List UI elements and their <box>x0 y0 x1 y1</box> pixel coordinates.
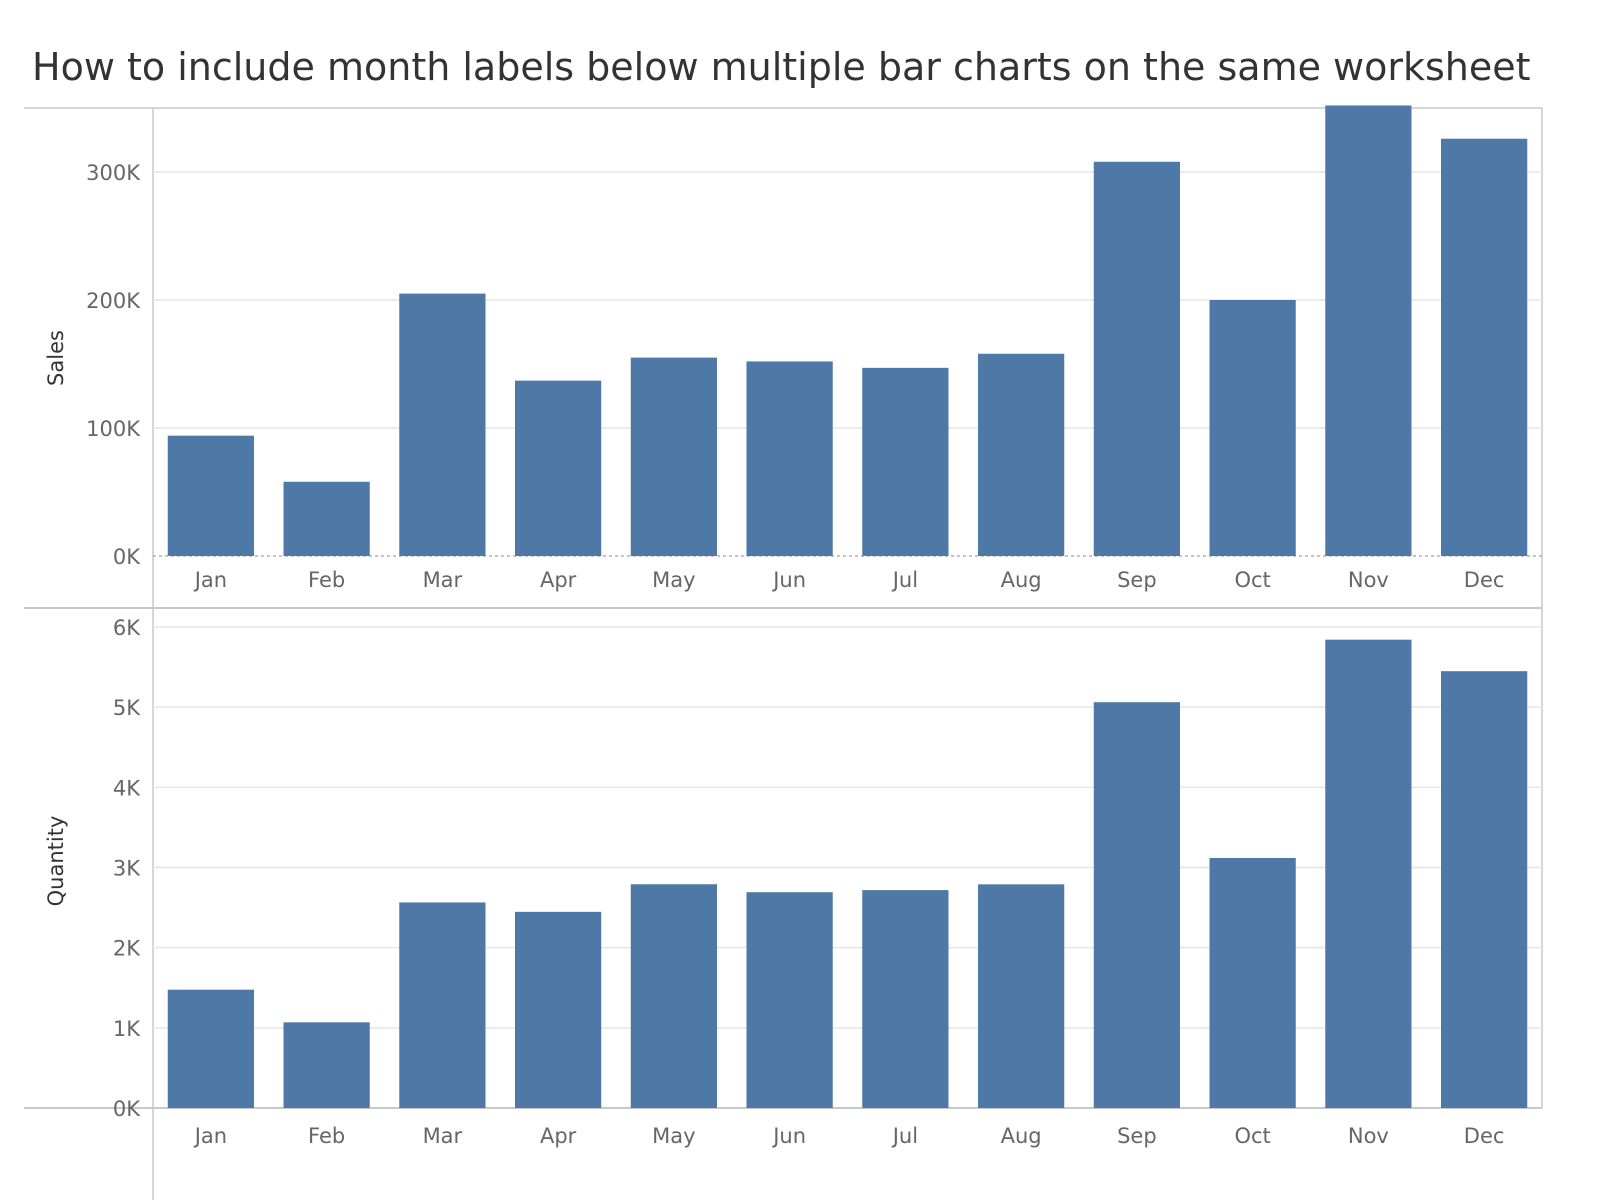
y-tick-label: 4K <box>113 776 141 800</box>
y-tick-label: 200K <box>86 289 141 313</box>
bar-sales-oct <box>1209 300 1296 556</box>
y-tick-label: 1K <box>113 1017 141 1041</box>
panel-sales: 0K 100K 200K 300K Sales Jan Feb Mar Apr May Jun Jul… <box>44 105 1542 592</box>
bar-quantity-jul <box>862 890 949 1108</box>
y-tick-label: 100K <box>86 417 141 441</box>
x-tick-label: Jul <box>891 1124 918 1148</box>
x-tick-label: Nov <box>1348 1124 1389 1148</box>
y-tick-label: 5K <box>113 696 141 720</box>
y-tick-label: 0K <box>113 545 141 569</box>
bar-sales-apr <box>515 380 602 556</box>
x-tick-label: Oct <box>1234 568 1270 592</box>
x-tick-label: Oct <box>1234 1124 1270 1148</box>
x-tick-label: Aug <box>1001 568 1042 592</box>
y-axis-label: Quantity <box>44 816 68 907</box>
chart-title: How to include month labels below multip… <box>32 45 1531 89</box>
x-tick-label: Jun <box>771 568 806 592</box>
bar-sales-mar <box>399 293 486 556</box>
bar-sales-feb <box>283 481 370 556</box>
x-tick-label: Sep <box>1117 1124 1157 1148</box>
panel-quantity: 0K 1K 2K 3K 4K 5K 6K Quantity Jan Feb Mar Apr May Jun… <box>44 616 1542 1148</box>
y-tick-label: 2K <box>113 937 141 961</box>
x-tick-label: Jan <box>193 568 227 592</box>
bar-sales-aug <box>978 353 1065 556</box>
bar-quantity-jan <box>167 989 254 1108</box>
bar-sales-jul <box>862 367 949 556</box>
x-tick-label: Nov <box>1348 568 1389 592</box>
bar-sales-sep <box>1093 161 1180 556</box>
x-tick-label: Mar <box>423 1124 463 1148</box>
bar-quantity-feb <box>283 1022 370 1108</box>
bar-sales-may <box>630 357 717 556</box>
x-tick-label: Jul <box>891 568 918 592</box>
bar-quantity-dec <box>1441 671 1528 1108</box>
bar-quantity-apr <box>515 911 602 1108</box>
x-tick-label: May <box>652 568 695 592</box>
y-tick-label: 3K <box>113 857 141 881</box>
bar-sales-nov <box>1325 105 1412 556</box>
x-tick-label: Jun <box>771 1124 806 1148</box>
bar-quantity-jun <box>746 892 833 1108</box>
y-tick-label: 300K <box>86 161 141 185</box>
chart-panels: 0K 100K 200K 300K Sales Jan Feb Mar Apr May Jun Jul… <box>24 105 1543 1200</box>
x-tick-label: Dec <box>1464 568 1505 592</box>
x-tick-label: Aug <box>1001 1124 1042 1148</box>
y-tick-label: 6K <box>113 616 141 640</box>
y-axis-label: Sales <box>44 330 68 386</box>
bar-quantity-may <box>630 884 717 1108</box>
x-tick-label: Mar <box>423 568 463 592</box>
bar-sales-dec <box>1441 138 1528 556</box>
bar-quantity-oct <box>1209 857 1296 1108</box>
x-tick-label: Apr <box>540 568 577 592</box>
x-tick-label: Feb <box>308 1124 345 1148</box>
bar-quantity-mar <box>399 902 486 1108</box>
x-tick-label: Sep <box>1117 568 1157 592</box>
y-tick-label: 0K <box>113 1097 141 1121</box>
x-tick-label: Feb <box>308 568 345 592</box>
bar-sales-jun <box>746 361 833 556</box>
x-tick-label: Dec <box>1464 1124 1505 1148</box>
bar-quantity-sep <box>1093 702 1180 1108</box>
bar-sales-jan <box>167 435 254 556</box>
x-tick-label: May <box>652 1124 695 1148</box>
x-tick-label: Jan <box>193 1124 227 1148</box>
bar-quantity-nov <box>1325 639 1412 1108</box>
x-tick-label: Apr <box>540 1124 577 1148</box>
bar-quantity-aug <box>978 884 1065 1108</box>
